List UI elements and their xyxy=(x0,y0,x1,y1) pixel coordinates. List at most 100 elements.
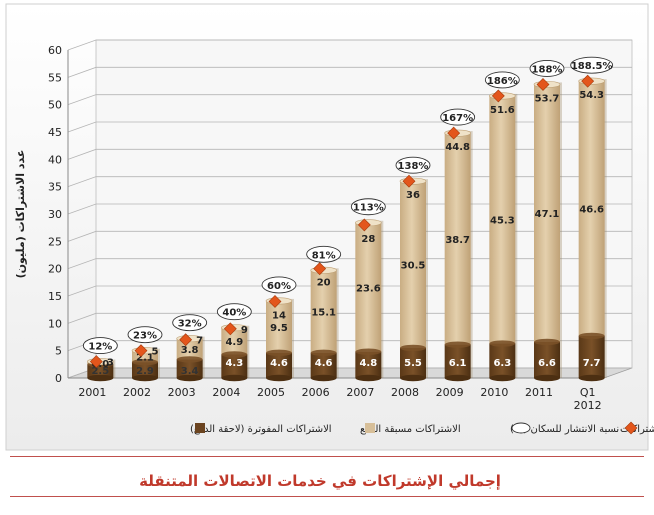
bar-prepaid xyxy=(176,338,203,360)
x-tick-label: 2012 xyxy=(574,399,602,412)
total-marker xyxy=(581,74,595,88)
y-tick-label: 10 xyxy=(48,317,62,330)
bar-base xyxy=(578,374,605,382)
penetration-ellipse xyxy=(529,59,565,77)
prepaid-value-label: 47.1 xyxy=(535,209,560,220)
bar-postpaid xyxy=(400,347,426,378)
penetration-ellipse xyxy=(127,326,163,344)
bar-prepaid xyxy=(444,133,471,345)
bar-segment-joint xyxy=(400,344,426,352)
penetration-ellipse xyxy=(216,303,252,321)
chart-caption: إجمالي الإشتراكات في خدمات الاتصالات الم… xyxy=(139,472,501,490)
bar-postpaid xyxy=(534,341,560,378)
total-marker xyxy=(536,78,550,91)
postpaid-value-label: 7.7 xyxy=(583,358,601,369)
total-value-label: 20 xyxy=(317,278,331,289)
prepaid-value-label: 3.8 xyxy=(181,345,199,356)
bar-segment-joint xyxy=(310,349,337,357)
total-value-label: 14 xyxy=(272,310,286,321)
gridline xyxy=(67,94,632,106)
y-tick-label: 0 xyxy=(55,372,62,385)
x-tick-label: 2003 xyxy=(168,386,196,399)
penetration-label: 12% xyxy=(88,342,112,353)
x-tick-label: 2009 xyxy=(436,386,464,399)
x-tick-label: 2006 xyxy=(302,386,330,399)
total-value-label: 53.7 xyxy=(535,93,560,104)
bar-base xyxy=(400,374,426,382)
x-tick-label: 2007 xyxy=(346,386,374,399)
prepaid-value-label: 46.6 xyxy=(579,205,604,216)
legend-postpaid-label: الاشتراكات المفوترة (لاحقة الدفع) xyxy=(190,424,332,435)
bar-segment-joint xyxy=(578,332,605,340)
bar-segment-joint xyxy=(266,349,292,357)
postpaid-value-label: 4.6 xyxy=(315,358,333,369)
bar-segment-joint xyxy=(221,351,248,358)
total-marker xyxy=(447,126,461,140)
penetration-label: 113% xyxy=(353,203,384,214)
y-tick-label: 15 xyxy=(48,290,62,303)
total-marker xyxy=(313,262,327,276)
total-value-label: 28 xyxy=(361,234,375,245)
y-tick-label: 45 xyxy=(48,126,62,139)
penetration-ellipse xyxy=(570,56,614,74)
x-tick-label: 2001 xyxy=(78,386,106,399)
y-tick-label: 55 xyxy=(48,71,62,84)
total-marker xyxy=(179,333,193,347)
total-value-label: 36 xyxy=(406,190,420,201)
bar-prepaid xyxy=(578,81,605,336)
bar-segment-joint xyxy=(534,338,560,346)
total-value-label: 44.8 xyxy=(445,142,470,153)
total-marker xyxy=(268,295,282,308)
prepaid-value-label: 23.6 xyxy=(356,283,381,294)
total-marker xyxy=(402,174,416,188)
bar-base xyxy=(444,374,471,382)
penetration-label: 167% xyxy=(442,113,473,124)
y-tick-label: 50 xyxy=(48,99,62,112)
y-tick-label: 5 xyxy=(55,345,62,358)
total-value-label: 5 xyxy=(152,347,159,358)
bar-base xyxy=(355,374,382,382)
bar-prepaid xyxy=(132,350,158,363)
penetration-ellipse xyxy=(350,198,386,216)
caption-top-rule xyxy=(10,456,644,457)
bar-postpaid xyxy=(221,354,248,378)
gridline xyxy=(67,66,632,78)
bar-prepaid xyxy=(534,84,560,342)
bar-postpaid xyxy=(444,344,471,378)
bar-base xyxy=(132,374,158,382)
x-tick-label: Q1 xyxy=(580,386,596,399)
legend-postpaid-swatch xyxy=(195,423,205,433)
postpaid-value-label: 4.6 xyxy=(270,358,288,369)
x-tick-label: 2008 xyxy=(391,386,419,399)
bar-base xyxy=(310,374,337,382)
penetration-ellipse xyxy=(484,71,520,89)
bar-base xyxy=(534,374,560,382)
bar-base xyxy=(87,374,114,382)
penetration-label: 186% xyxy=(487,76,518,87)
total-marker xyxy=(491,89,505,103)
total-value-label: 9 xyxy=(241,325,248,336)
prepaid-value-label: 30.5 xyxy=(401,261,426,272)
bar-base xyxy=(221,374,248,382)
postpaid-value-label: 5.5 xyxy=(404,358,422,369)
x-tick-label: 2010 xyxy=(480,386,508,399)
bar-base xyxy=(489,374,516,382)
bar-prepaid xyxy=(310,270,337,353)
bar-postpaid xyxy=(266,352,292,378)
bar-postpaid xyxy=(132,362,158,378)
postpaid-value-label: 6.6 xyxy=(538,358,556,369)
bar-segment-joint xyxy=(132,358,158,366)
penetration-ellipse xyxy=(306,245,342,263)
penetration-ellipse xyxy=(172,314,208,332)
prepaid-value-label: 4.9 xyxy=(225,337,243,348)
postpaid-value-label: 4.8 xyxy=(359,358,377,369)
y-tick-label: 30 xyxy=(48,208,62,221)
legend-total-label: إجمالي الاشتراكات xyxy=(620,424,654,435)
bar-prepaid xyxy=(355,222,382,352)
bar-segment-joint xyxy=(355,348,382,355)
total-value-label: 51.6 xyxy=(490,105,515,116)
legend-prepaid-label: الاشتراكات مسبقة الدفع xyxy=(360,424,461,435)
prepaid-value-label: 9.5 xyxy=(270,323,288,334)
bar-postpaid xyxy=(578,335,605,378)
